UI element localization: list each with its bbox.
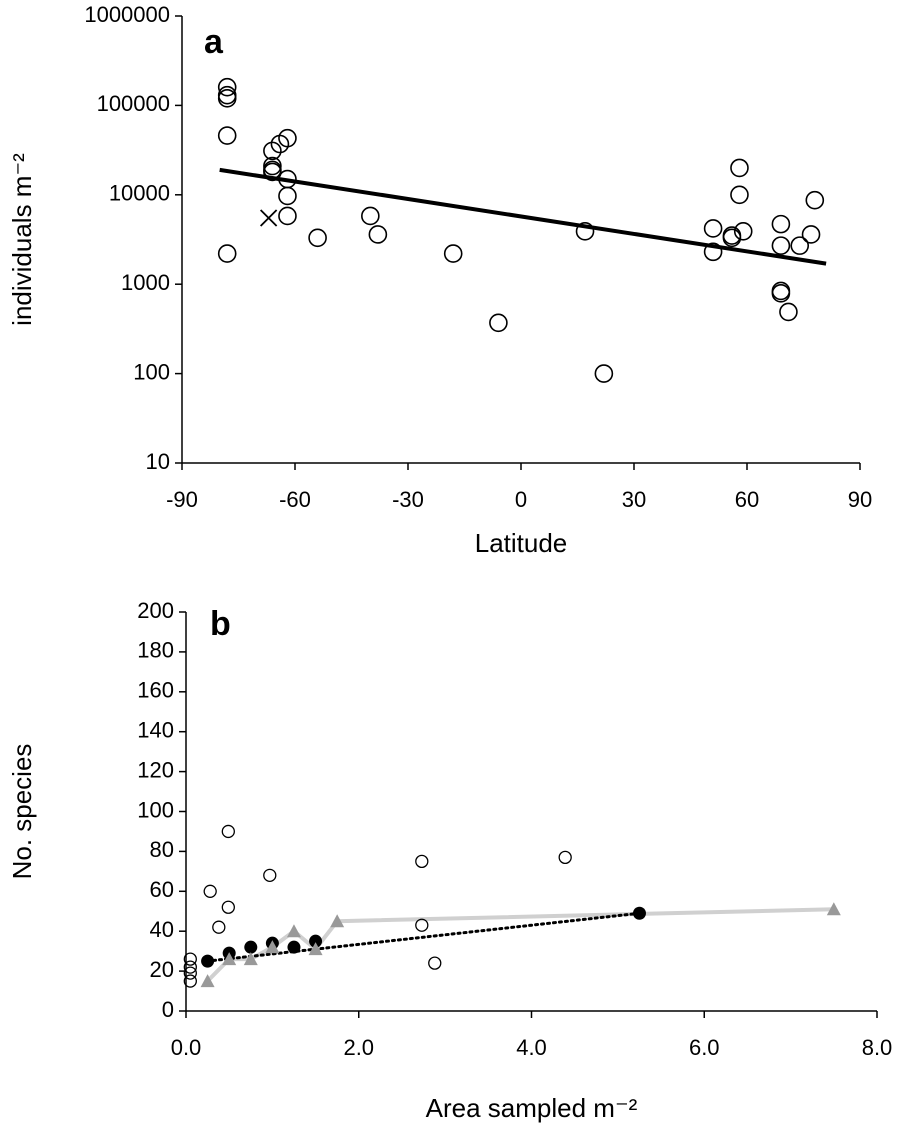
- point: [790, 236, 810, 255]
- point: [183, 974, 197, 988]
- point: [771, 236, 791, 255]
- x-tick-label: 0.0: [171, 1035, 202, 1060]
- point: [801, 225, 821, 244]
- x-tick-label: 60: [735, 487, 759, 512]
- point: [217, 77, 237, 97]
- point: [183, 960, 197, 974]
- point: [722, 228, 742, 248]
- x-tick-label: -60: [279, 487, 311, 512]
- y-tick-label: 1000: [121, 270, 170, 295]
- point: [200, 974, 215, 988]
- x-tick-label: 30: [622, 487, 646, 512]
- point: [415, 854, 429, 869]
- y-tick-label: 180: [137, 638, 174, 663]
- point: [278, 128, 297, 148]
- point: [263, 141, 282, 161]
- y-tick-label: 100: [137, 797, 174, 822]
- point: [270, 134, 290, 154]
- y-tick-label: 0: [162, 997, 174, 1022]
- y-tick-label: 120: [137, 757, 174, 782]
- point: [771, 284, 791, 303]
- panel-letter: a: [204, 23, 224, 61]
- point: [265, 940, 280, 954]
- x-tick-label: 4.0: [516, 1035, 547, 1060]
- point: [575, 222, 595, 241]
- point: [779, 302, 798, 322]
- point: [730, 185, 749, 205]
- point: [259, 209, 278, 227]
- point: [330, 914, 345, 928]
- point: [278, 186, 297, 206]
- point: [703, 242, 723, 262]
- y-tick-label: 200: [137, 598, 174, 623]
- point: [632, 906, 646, 920]
- point: [263, 156, 282, 176]
- point: [243, 952, 258, 966]
- point: [594, 364, 614, 383]
- point: [217, 126, 237, 145]
- point: [244, 940, 258, 954]
- point: [703, 219, 723, 238]
- point: [308, 942, 323, 956]
- point: [805, 190, 825, 210]
- y-tick-label: 20: [150, 957, 174, 982]
- panel-letter: b: [210, 605, 231, 643]
- x-axis-title: Area sampled m⁻²: [426, 1093, 638, 1123]
- point: [217, 89, 237, 108]
- point: [201, 954, 215, 968]
- y-tick-label: 100000: [97, 91, 170, 116]
- y-tick-label: 1000000: [84, 2, 170, 27]
- y-tick-label: 160: [137, 678, 174, 703]
- y-tick-label: 60: [150, 877, 174, 902]
- panel: 0 20 40 60 80 100 120 140 160 180 200 0.0 2.0 4.0 6.0 8…: [7, 598, 892, 1123]
- trend-line: [206, 911, 641, 963]
- point: [263, 868, 277, 882]
- point: [771, 214, 791, 234]
- point: [286, 924, 301, 938]
- point: [309, 934, 323, 948]
- y-tick-label: 10: [146, 449, 170, 474]
- x-axis-title: Latitude: [475, 528, 568, 558]
- point: [489, 313, 508, 333]
- y-tick-label: 10000: [109, 181, 170, 206]
- point: [217, 244, 237, 263]
- y-tick-label: 40: [150, 917, 174, 942]
- point: [183, 966, 197, 980]
- point: [826, 902, 841, 916]
- x-tick-label: -30: [392, 487, 424, 512]
- point: [221, 900, 235, 914]
- point: [222, 952, 237, 966]
- x-tick-label: 2.0: [343, 1035, 374, 1060]
- point: [221, 824, 235, 839]
- trend-line: [206, 907, 834, 983]
- x-tick-label: 6.0: [689, 1035, 720, 1060]
- x-tick-label: 0: [515, 487, 527, 512]
- y-tick-label: 140: [137, 718, 174, 743]
- y-tick-label: 100: [133, 359, 170, 384]
- point: [443, 244, 463, 263]
- point: [428, 956, 442, 970]
- trend-line: [219, 167, 827, 266]
- point: [730, 158, 749, 178]
- x-tick-label: 90: [848, 487, 872, 512]
- point: [415, 918, 429, 932]
- point: [203, 884, 217, 898]
- x-tick-label: 8.0: [862, 1035, 893, 1060]
- point: [558, 850, 572, 865]
- point: [368, 225, 388, 244]
- y-axis-title: individuals m⁻²: [7, 153, 37, 326]
- y-tick-label: 80: [150, 837, 174, 862]
- point: [361, 206, 380, 226]
- point: [263, 162, 282, 182]
- point: [183, 952, 197, 966]
- x-tick-label: -90: [166, 487, 198, 512]
- point: [212, 920, 226, 934]
- point: [733, 222, 753, 241]
- point: [278, 206, 297, 226]
- point: [287, 940, 301, 954]
- point: [308, 228, 327, 248]
- panel: 10 100 1000 10000 100000 1000000 -90 -60 -30 0 30 6…: [7, 2, 872, 558]
- y-axis-title: No. species: [7, 744, 37, 880]
